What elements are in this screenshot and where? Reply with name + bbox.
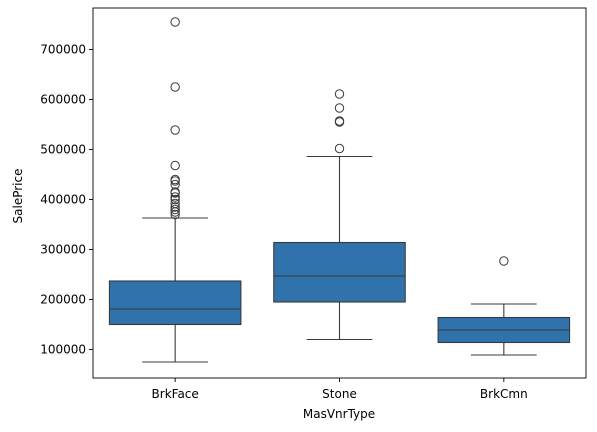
iqr-box: [274, 243, 405, 303]
y-tick-label: 400000: [40, 193, 86, 207]
box-group-0: [109, 18, 240, 362]
y-tick-label: 300000: [40, 243, 86, 257]
box-group-1: [274, 90, 405, 340]
x-tick-label: Stone: [322, 387, 357, 401]
outlier-point: [171, 126, 179, 134]
x-axis-title: MasVnrType: [303, 407, 375, 421]
box-group-2: [438, 257, 569, 355]
outlier-point: [171, 18, 179, 26]
plot-area: [109, 18, 569, 362]
y-tick-label: 200000: [40, 293, 86, 307]
y-tick-label: 100000: [40, 343, 86, 357]
outlier-point: [500, 257, 508, 265]
outlier-point: [171, 83, 179, 91]
x-tick-label: BrkFace: [152, 387, 199, 401]
iqr-box: [109, 281, 240, 325]
y-axis-title: SalePrice: [11, 169, 25, 224]
outlier-point: [335, 90, 343, 98]
outlier-point: [335, 104, 343, 112]
outlier-point: [335, 144, 343, 152]
x-tick-label: BrkCmn: [480, 387, 528, 401]
y-tick-label: 700000: [40, 43, 86, 57]
outlier-point: [171, 161, 179, 169]
y-tick-label: 500000: [40, 143, 86, 157]
y-tick-label: 600000: [40, 93, 86, 107]
